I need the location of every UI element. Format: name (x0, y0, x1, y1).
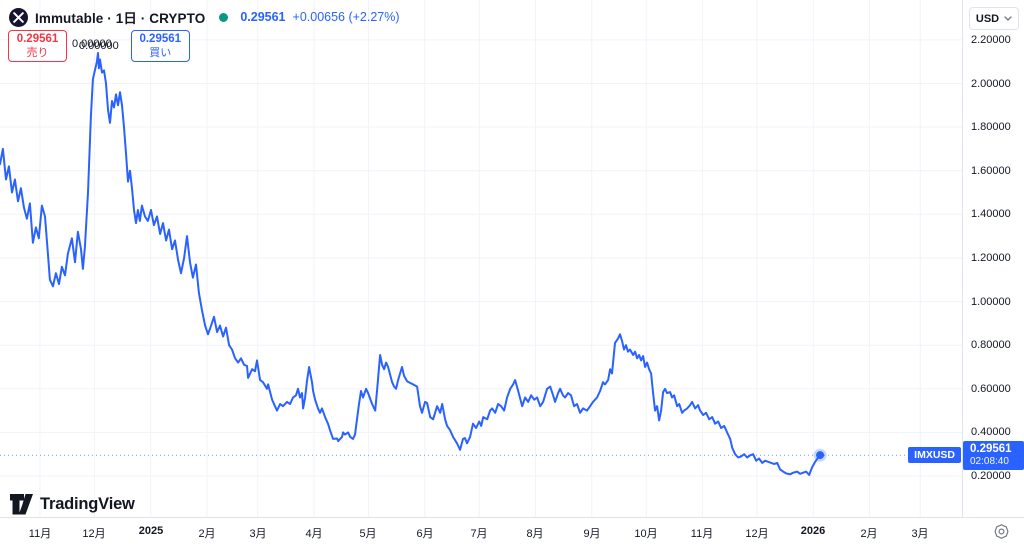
time-axis-label: 8月 (526, 528, 544, 540)
time-axis-label: 2026 (800, 525, 826, 537)
gear-icon[interactable] (986, 520, 1016, 542)
price-axis-label: 0.40000 (971, 426, 1011, 438)
time-axis-label: 2025 (138, 525, 164, 537)
time-axis-label: 6月 (416, 528, 434, 540)
time-axis[interactable]: 11月 12月 2025 2月 3月 4月 5月 6月 7月 8月 9月 10月 11月 12月 2026 2… (0, 517, 1024, 545)
price-axis-label: 0.20000 (971, 470, 1011, 482)
chart-plot-area[interactable] (0, 0, 962, 517)
time-axis-label: 7月 (470, 528, 488, 540)
bar-countdown: 02:08:40 (970, 456, 1009, 467)
time-axis-label: 3月 (249, 528, 267, 540)
price-axis-label: 1.20000 (971, 252, 1011, 264)
price-line-price: 0.29561 (970, 443, 1012, 455)
time-axis-label: 3月 (911, 528, 929, 540)
peak-value-label: 0.00000 (72, 38, 112, 50)
time-axis-label: 2月 (198, 528, 216, 540)
chevron-down-icon (1004, 16, 1012, 21)
time-axis-label: 2月 (860, 528, 878, 540)
price-axis-label: 0.60000 (971, 383, 1011, 395)
time-axis-label: 12月 (745, 528, 769, 540)
sell-label: 売り (26, 47, 49, 59)
price-axis-label: 1.60000 (971, 165, 1011, 177)
quote-buttons-row: 0.29561 売り 0.00000 0.29561 買い (8, 30, 190, 62)
header-last-price: 0.29561 (240, 10, 286, 24)
data-point-value-label: 0.00000 (79, 40, 119, 52)
tradingview-logo-text: TradingView (40, 495, 135, 513)
time-axis-label: 4月 (305, 528, 323, 540)
price-axis-label: 1.80000 (971, 121, 1011, 133)
price-line-symbol-badge: IMXUSD (908, 447, 961, 463)
chart-header: Immutable · 1日 · CRYPTO 0.29561 +0.00656… (9, 7, 400, 27)
price-axis-label: 1.00000 (971, 296, 1011, 308)
sell-price: 0.29561 (16, 33, 59, 45)
time-axis-label: 11月 (690, 528, 714, 540)
price-axis-label: 2.00000 (971, 78, 1011, 90)
header-price-change: +0.00656 (+2.27%) (292, 10, 400, 24)
tradingview-logo[interactable]: TradingView (10, 494, 135, 515)
currency-selector-button[interactable]: USD (969, 7, 1019, 30)
time-axis-label: 10月 (634, 528, 658, 540)
buy-label: 買い (149, 47, 172, 59)
price-line-chart (0, 0, 962, 517)
tradingview-logo-icon (10, 494, 33, 515)
time-axis-label: 5月 (359, 528, 377, 540)
time-axis-label: 9月 (583, 528, 601, 540)
market-status-icon[interactable] (219, 12, 229, 22)
time-axis-label: 12月 (82, 528, 106, 540)
time-axis-label: 11月 (28, 528, 52, 540)
currency-label: USD (975, 12, 1000, 25)
sell-button[interactable]: 0.29561 売り (8, 30, 67, 62)
price-axis[interactable]: USD 2.20000 2.00000 1.80000 1.60000 1.40000 1… (962, 0, 1024, 517)
price-axis-label: 1.40000 (971, 208, 1011, 220)
immutable-logo-icon (9, 7, 28, 27)
price-line-price-badge: 0.29561 02:08:40 (963, 441, 1024, 470)
symbol-title[interactable]: Immutable · 1日 · CRYPTO (35, 11, 206, 26)
buy-button[interactable]: 0.29561 買い (130, 30, 190, 62)
price-axis-label: 0.80000 (971, 339, 1011, 351)
price-axis-label: 2.20000 (971, 34, 1011, 46)
buy-price: 0.29561 (139, 33, 182, 45)
